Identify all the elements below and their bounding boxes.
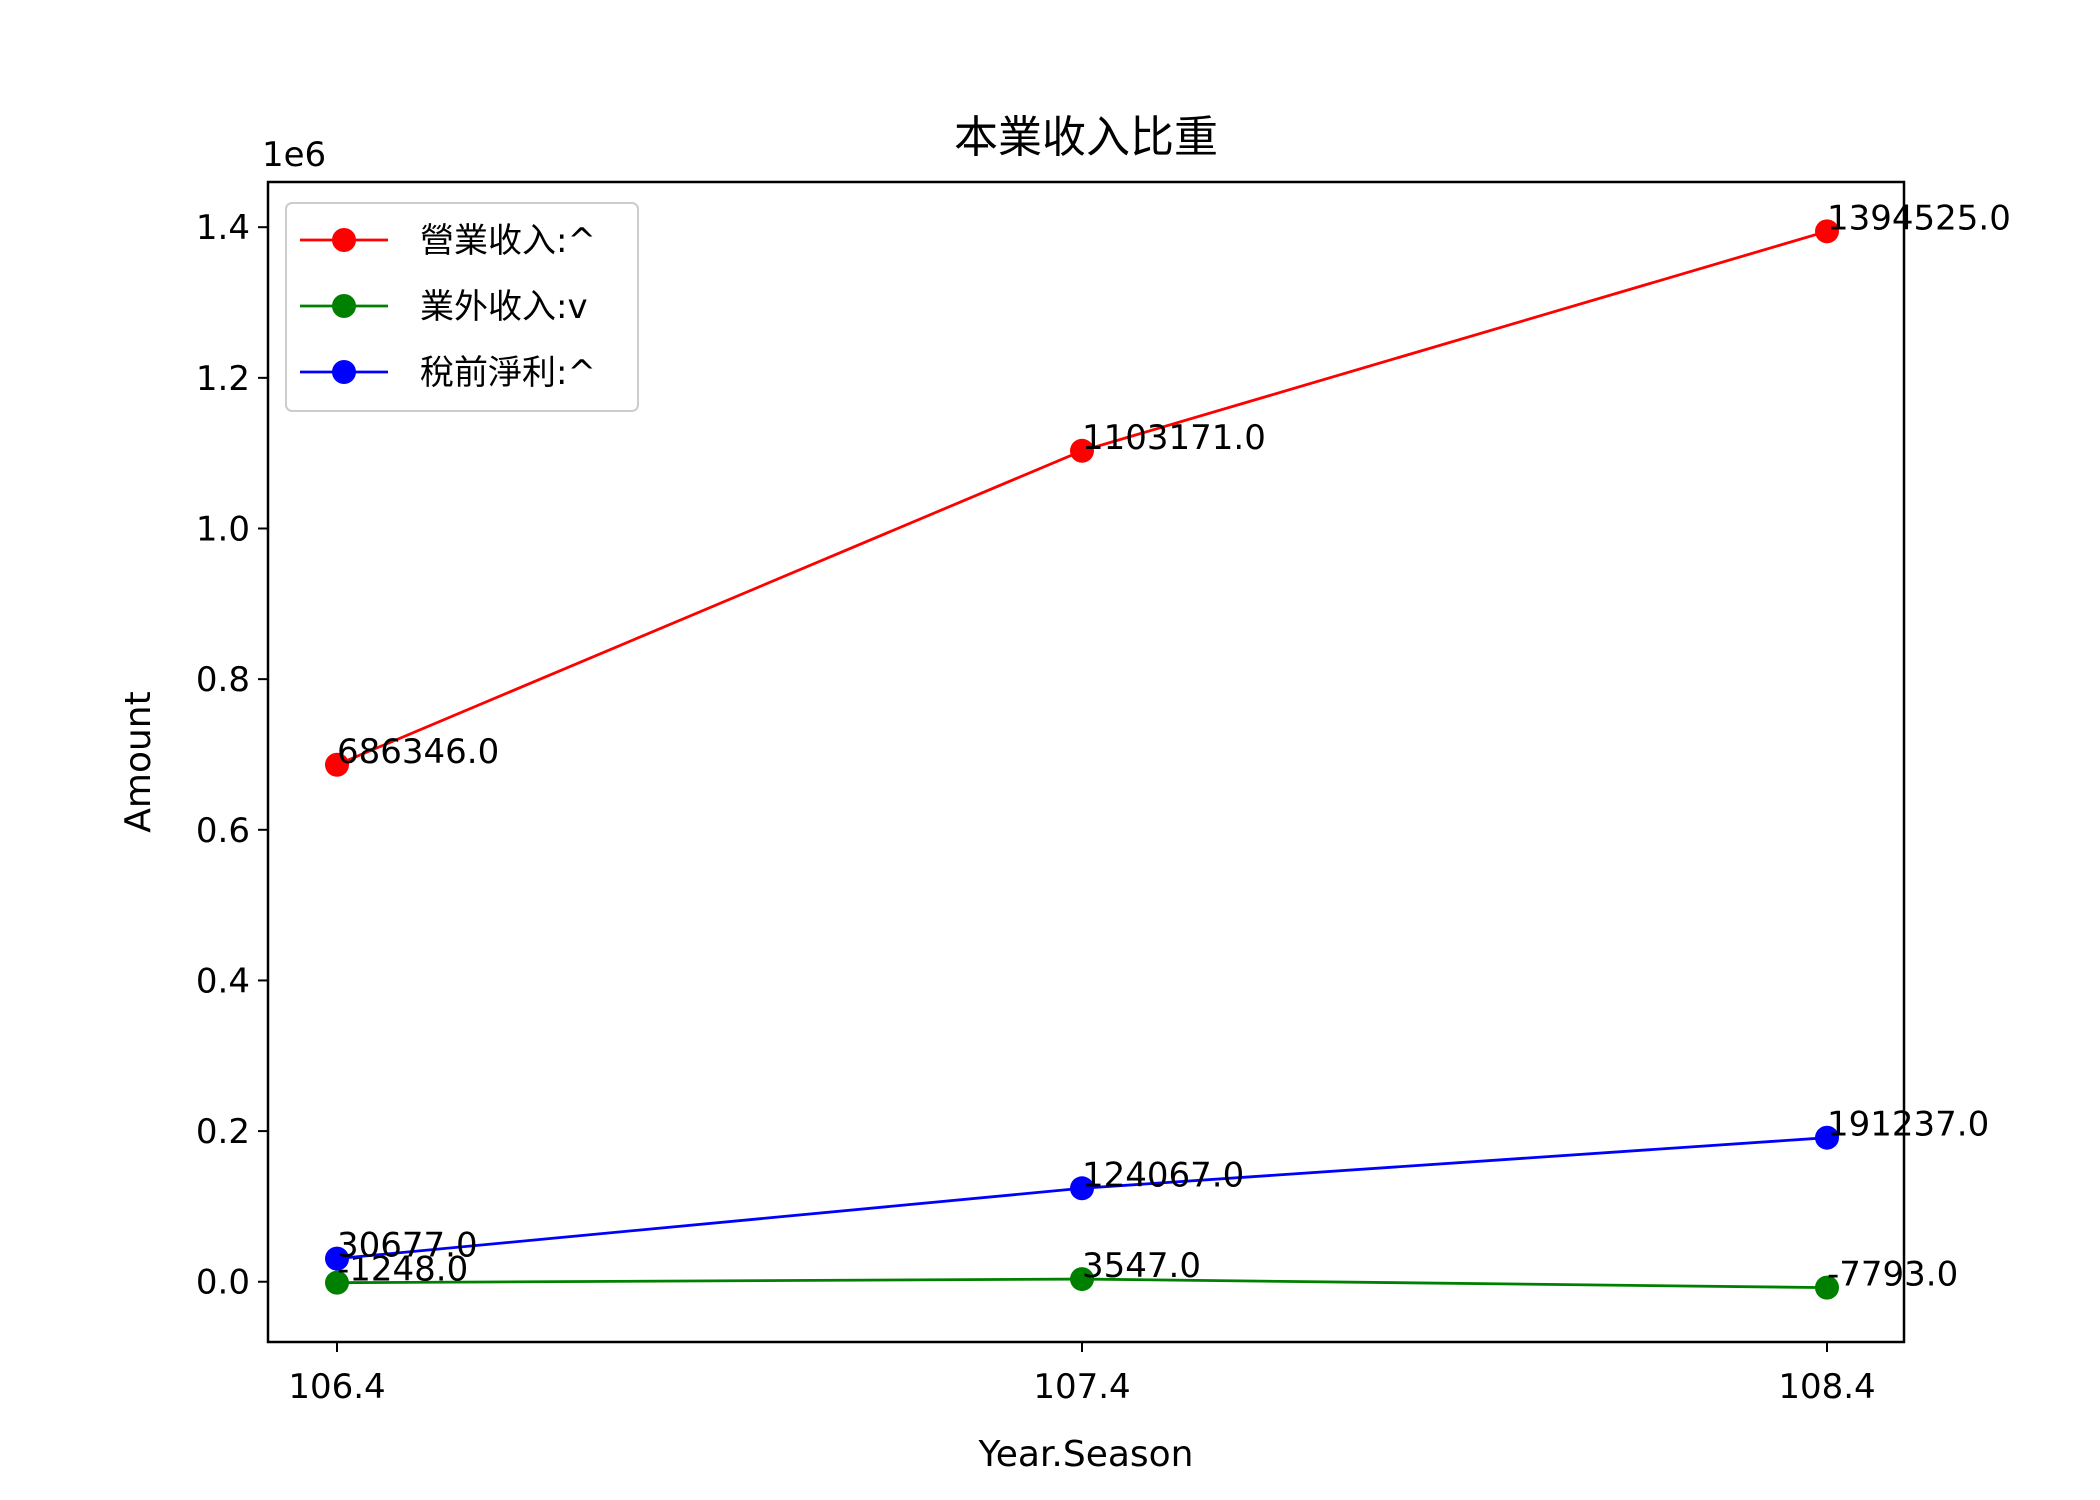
- data-point: [325, 1270, 349, 1295]
- x-tick-label: 108.4: [1778, 1367, 1875, 1407]
- legend: 營業收入:^ 業外收入:v 稅前淨利:^: [285, 202, 639, 412]
- data-label: 191237.0: [1827, 1105, 1989, 1145]
- data-point: [325, 752, 349, 777]
- data-point: [1815, 1125, 1839, 1150]
- y-tick-label: 0.4: [196, 961, 250, 1001]
- y-tick-label: 1.2: [196, 359, 250, 399]
- x-axis: 106.4 107.4 108.4: [288, 1342, 1876, 1407]
- data-label: 124067.0: [1082, 1155, 1244, 1195]
- series-2: 30677.0 124067.0 191237.0: [325, 1105, 1989, 1271]
- data-point: [1815, 1275, 1839, 1300]
- x-tick-label: 107.4: [1033, 1367, 1130, 1407]
- data-label: 3547.0: [1082, 1246, 1201, 1286]
- x-axis-label: Year.Season: [977, 1434, 1193, 1475]
- y-tick-label: 0.2: [196, 1112, 250, 1152]
- series-0: 686346.0 1103171.0 1394525.0: [325, 198, 2011, 777]
- legend-marker: [332, 294, 356, 318]
- y-axis: 0.0 0.2 0.4 0.6 0.8 1.0 1.2 1.4: [196, 208, 268, 1303]
- data-point: [1070, 1267, 1094, 1292]
- y-tick-label: 1.0: [196, 509, 250, 549]
- data-point: [1815, 219, 1839, 244]
- legend-entry: 稅前淨利:^: [300, 353, 596, 393]
- legend-entry: 業外收入:v: [300, 287, 588, 327]
- data-label: 686346.0: [337, 732, 499, 772]
- data-point: [325, 1246, 349, 1271]
- legend-marker: [332, 228, 356, 252]
- legend-frame: [285, 202, 639, 412]
- y-tick-label: 0.0: [196, 1263, 250, 1303]
- chart-title: 本業收入比重: [954, 112, 1218, 163]
- x-tick-label: 106.4: [288, 1367, 385, 1407]
- y-tick-label: 0.6: [196, 811, 250, 851]
- y-tick-label: 1.4: [196, 208, 250, 248]
- y-offset-label: 1e6: [262, 135, 326, 175]
- data-label: -7793.0: [1827, 1255, 1958, 1295]
- data-point: [1070, 438, 1094, 463]
- legend-label: 稅前淨利:^: [420, 353, 596, 393]
- legend-label: 業外收入:v: [420, 287, 588, 327]
- plot-frame: [266, 180, 1906, 1344]
- legend-marker: [332, 360, 356, 384]
- data-label: 1394525.0: [1827, 198, 2011, 238]
- data-label: 30677.0: [337, 1226, 478, 1266]
- legend-label: 營業收入:^: [420, 221, 596, 261]
- series-1: -1248.0 3547.0 -7793.0: [325, 1246, 1958, 1300]
- data-label: 1103171.0: [1082, 418, 1266, 458]
- legend-entry: 營業收入:^: [300, 221, 596, 261]
- y-tick-label: 0.8: [196, 660, 250, 700]
- data-point: [1070, 1176, 1094, 1201]
- y-axis-label: Amount: [118, 691, 159, 832]
